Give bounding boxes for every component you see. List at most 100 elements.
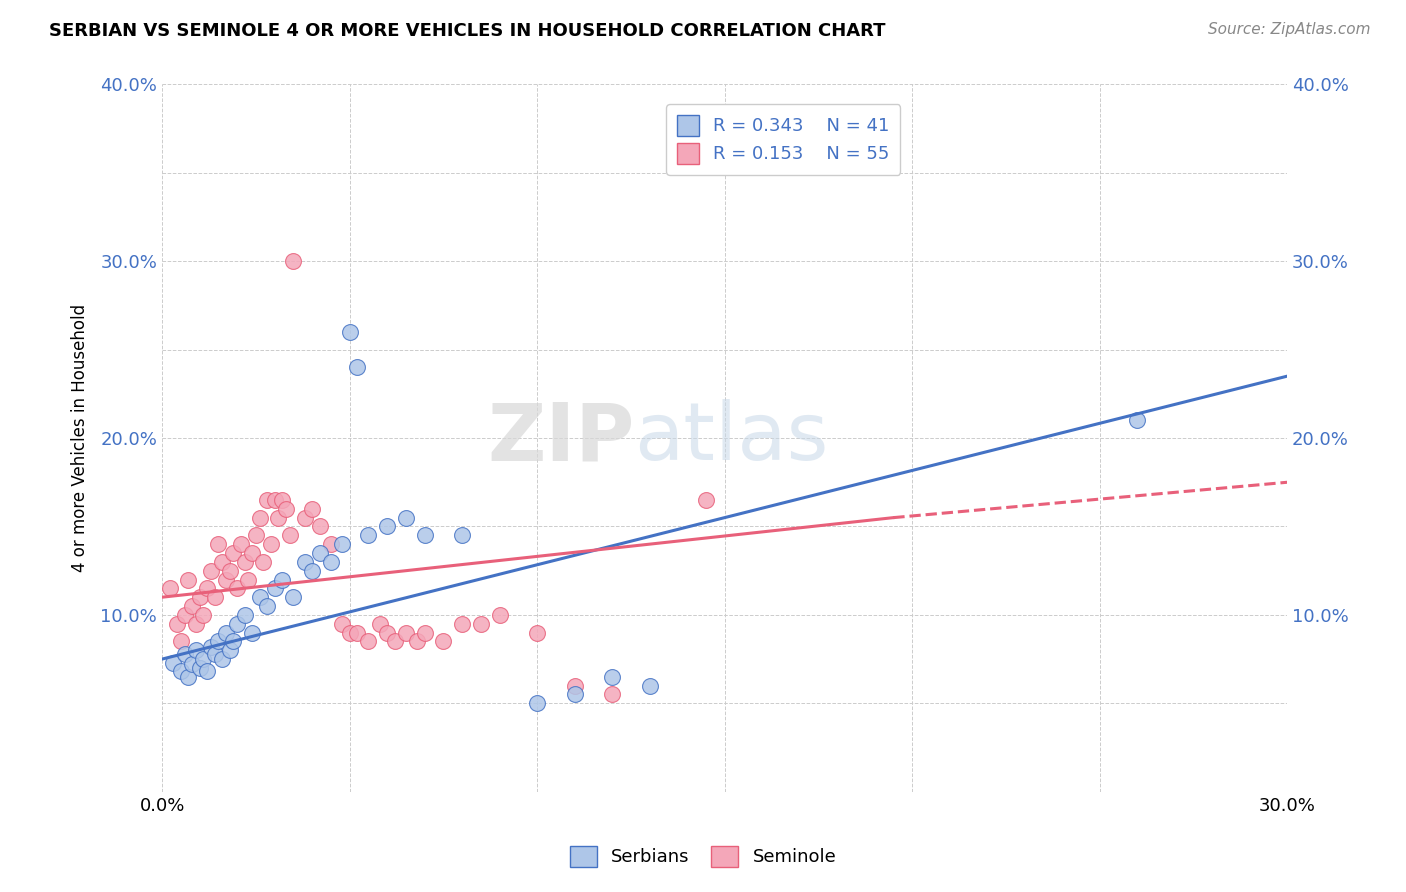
Point <box>294 555 316 569</box>
Point <box>226 616 249 631</box>
Point <box>638 679 661 693</box>
Point <box>432 634 454 648</box>
Point <box>188 661 211 675</box>
Point <box>375 519 398 533</box>
Point <box>184 643 207 657</box>
Point <box>240 546 263 560</box>
Point <box>222 546 245 560</box>
Point <box>301 564 323 578</box>
Point <box>184 616 207 631</box>
Point <box>526 696 548 710</box>
Point <box>271 492 294 507</box>
Legend: Serbians, Seminole: Serbians, Seminole <box>562 838 844 874</box>
Point <box>249 591 271 605</box>
Point <box>181 657 204 672</box>
Point <box>375 625 398 640</box>
Point <box>263 582 285 596</box>
Point <box>233 555 256 569</box>
Point <box>308 546 330 560</box>
Point <box>346 360 368 375</box>
Point <box>357 528 380 542</box>
Point <box>413 625 436 640</box>
Point <box>346 625 368 640</box>
Point <box>238 573 260 587</box>
Point <box>166 616 188 631</box>
Point <box>319 555 342 569</box>
Point <box>188 591 211 605</box>
Text: SERBIAN VS SEMINOLE 4 OR MORE VEHICLES IN HOUSEHOLD CORRELATION CHART: SERBIAN VS SEMINOLE 4 OR MORE VEHICLES I… <box>49 22 886 40</box>
Text: ZIP: ZIP <box>488 399 634 477</box>
Point <box>173 647 195 661</box>
Point <box>218 564 240 578</box>
Point <box>564 679 586 693</box>
Point <box>181 599 204 613</box>
Point <box>162 656 184 670</box>
Point <box>260 537 283 551</box>
Point <box>278 528 301 542</box>
Point <box>384 634 406 648</box>
Point <box>215 573 238 587</box>
Point <box>256 492 278 507</box>
Point <box>413 528 436 542</box>
Point <box>159 582 181 596</box>
Point <box>695 492 717 507</box>
Point <box>170 634 193 648</box>
Point <box>177 573 200 587</box>
Point <box>177 670 200 684</box>
Point <box>339 625 361 640</box>
Point <box>1126 413 1149 427</box>
Point <box>330 616 353 631</box>
Point <box>283 591 305 605</box>
Point <box>245 528 267 542</box>
Point <box>263 492 285 507</box>
Point <box>195 665 218 679</box>
Point <box>173 607 195 622</box>
Point <box>211 652 233 666</box>
Point <box>195 582 218 596</box>
Point <box>470 616 492 631</box>
Point <box>204 591 226 605</box>
Point <box>357 634 380 648</box>
Point <box>564 688 586 702</box>
Point <box>193 607 215 622</box>
Point <box>222 634 245 648</box>
Point <box>200 564 222 578</box>
Point <box>395 625 418 640</box>
Point <box>267 510 290 524</box>
Legend: R = 0.343    N = 41, R = 0.153    N = 55: R = 0.343 N = 41, R = 0.153 N = 55 <box>666 104 900 175</box>
Point <box>395 510 418 524</box>
Point <box>170 665 193 679</box>
Point <box>488 607 510 622</box>
Point <box>226 582 249 596</box>
Point <box>211 555 233 569</box>
Point <box>451 528 474 542</box>
Point <box>207 634 229 648</box>
Point <box>283 254 305 268</box>
Point <box>233 607 256 622</box>
Point <box>204 647 226 661</box>
Point <box>294 510 316 524</box>
Text: atlas: atlas <box>634 399 830 477</box>
Point <box>274 501 297 516</box>
Y-axis label: 4 or more Vehicles in Household: 4 or more Vehicles in Household <box>72 304 89 572</box>
Point <box>308 519 330 533</box>
Point <box>252 555 274 569</box>
Point <box>301 501 323 516</box>
Point <box>200 640 222 654</box>
Point <box>406 634 429 648</box>
Point <box>319 537 342 551</box>
Point <box>451 616 474 631</box>
Point <box>330 537 353 551</box>
Point <box>215 625 238 640</box>
Point <box>193 652 215 666</box>
Point <box>368 616 391 631</box>
Point <box>600 688 623 702</box>
Point <box>218 643 240 657</box>
Point <box>339 325 361 339</box>
Point <box>271 573 294 587</box>
Point <box>526 625 548 640</box>
Point <box>207 537 229 551</box>
Point <box>240 625 263 640</box>
Text: Source: ZipAtlas.com: Source: ZipAtlas.com <box>1208 22 1371 37</box>
Point <box>256 599 278 613</box>
